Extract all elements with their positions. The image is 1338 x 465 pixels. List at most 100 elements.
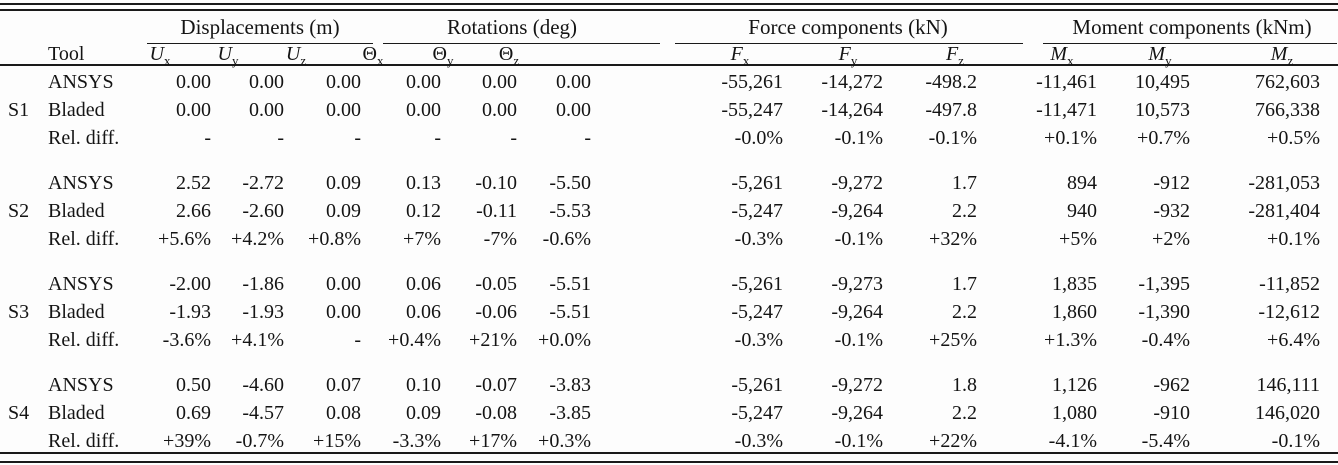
value-cell: +0.7%	[1137, 127, 1190, 149]
value-cell: 0.06	[406, 273, 441, 295]
value-cell: +4.1%	[231, 329, 284, 351]
value-cell: -1.93	[242, 301, 284, 323]
tool-cell: Bladed	[48, 200, 105, 222]
value-cell: 146,020	[1255, 402, 1320, 424]
col-header-mx: Mx	[1050, 43, 1074, 68]
value-cell: -962	[1153, 374, 1190, 396]
value-cell: 0.00	[482, 71, 517, 93]
value-cell: 0.06	[406, 301, 441, 323]
table-row: ANSYS 0.00 0.00 0.00 0.00 0.00 0.00 -55,261 -14,…	[0, 68, 1323, 96]
value-cell: 0.50	[176, 374, 211, 396]
cmidrule-displacements	[147, 42, 373, 45]
value-cell: +0.0%	[538, 329, 591, 351]
value-cell: -11,471	[1036, 99, 1097, 121]
value-cell: 2.52	[176, 172, 211, 194]
section-label: S1	[8, 99, 30, 121]
value-cell: -0.1%	[834, 430, 883, 452]
section-label: S4	[8, 402, 30, 424]
value-cell: +6.4%	[1267, 329, 1320, 351]
value-cell: 146,111	[1256, 374, 1320, 396]
value-cell: +21%	[469, 329, 517, 351]
value-cell: -	[277, 127, 284, 149]
section-label: S3	[8, 301, 30, 323]
table-top-rule-outer	[0, 3, 1338, 5]
section-s3: S3 ANSYS -2.00 -1.86 0.00 0.06 -0.05 -5.51 -5,26…	[0, 270, 1323, 354]
value-cell: +0.5%	[1267, 127, 1320, 149]
value-cell: +0.8%	[308, 228, 361, 250]
cmidrule-forces	[675, 42, 1023, 45]
tool-cell: ANSYS	[48, 273, 114, 295]
value-cell: -9,264	[831, 301, 883, 323]
value-cell: 0.07	[326, 374, 361, 396]
value-cell: -5.53	[549, 200, 591, 222]
value-cell: -	[354, 127, 361, 149]
col-header-fz: Fz	[946, 43, 964, 68]
col-header-my: My	[1148, 43, 1172, 68]
cmidrule-moments	[1043, 42, 1337, 45]
value-cell: 0.13	[406, 172, 441, 194]
value-cell: -55,247	[721, 99, 783, 121]
value-cell: 940	[1067, 200, 1097, 222]
value-cell: -0.1%	[928, 127, 977, 149]
value-cell: -2.00	[169, 273, 211, 295]
section-spacer-cell	[0, 124, 40, 152]
tool-cell: Bladed	[48, 301, 105, 323]
value-cell: -5.51	[549, 301, 591, 323]
value-cell: -	[510, 127, 517, 149]
value-cell: 1,126	[1052, 374, 1097, 396]
value-cell: -910	[1153, 402, 1190, 424]
value-cell: -3.3%	[392, 430, 441, 452]
value-cell: 0.00	[326, 71, 361, 93]
table-row: Rel. diff. - - - - - - -0.0% -0.1% -0.1% +0.1% +0.7…	[0, 124, 1323, 152]
value-cell: -0.1%	[834, 127, 883, 149]
value-cell: -0.11	[476, 200, 517, 222]
col-header-theta-z: Θz	[498, 43, 520, 68]
value-cell: +39%	[163, 430, 211, 452]
value-cell: -4.57	[242, 402, 284, 424]
col-header-ux: Ux	[149, 43, 171, 68]
section-spacer-cell	[0, 326, 40, 354]
section-spacer-cell	[0, 225, 40, 253]
section-spacer-cell	[0, 270, 40, 298]
col-header-theta-y: Θy	[432, 43, 454, 68]
header-separator-rule	[0, 64, 1338, 67]
col-header-fx: Fx	[730, 43, 750, 68]
value-cell: -5.51	[549, 273, 591, 295]
value-cell: -932	[1153, 200, 1190, 222]
value-cell: -5,247	[731, 301, 783, 323]
value-cell: +15%	[313, 430, 361, 452]
value-cell: 1,835	[1052, 273, 1097, 295]
value-cell: -281,053	[1248, 172, 1320, 194]
group-header-forces: Force components (kN)	[748, 15, 948, 39]
value-cell: 0.09	[326, 200, 361, 222]
value-cell: 1.8	[952, 374, 977, 396]
value-cell: -498.2	[925, 71, 977, 93]
value-cell: 0.00	[326, 301, 361, 323]
value-cell: -0.1%	[1271, 430, 1320, 452]
value-cell: 2.2	[952, 200, 977, 222]
value-cell: -55,261	[721, 71, 783, 93]
tool-cell: Bladed	[48, 99, 105, 121]
section-spacer-cell	[0, 169, 40, 197]
value-cell: -0.0%	[734, 127, 783, 149]
value-cell: 2.66	[176, 200, 211, 222]
value-cell: 0.00	[176, 71, 211, 93]
value-cell: 1,080	[1052, 402, 1097, 424]
value-cell: 0.00	[406, 71, 441, 93]
value-cell: -2.60	[242, 200, 284, 222]
value-cell: +17%	[469, 430, 517, 452]
value-cell: 10,495	[1135, 71, 1190, 93]
value-cell: 10,573	[1135, 99, 1190, 121]
value-cell: 0.00	[556, 99, 591, 121]
table-bottom-rule-outer	[0, 461, 1338, 463]
table-row: Rel. diff. +39% -0.7% +15% -3.3% +17% +0.3% -0.…	[0, 427, 1323, 455]
group-header-displacements: Displacements (m)	[180, 15, 340, 39]
value-cell: -	[354, 329, 361, 351]
value-cell: 0.09	[406, 402, 441, 424]
value-cell: +2%	[1152, 228, 1190, 250]
section-spacer-cell	[0, 427, 40, 455]
value-cell: -5.50	[549, 172, 591, 194]
value-cell: -0.3%	[734, 430, 783, 452]
value-cell: -	[584, 127, 591, 149]
